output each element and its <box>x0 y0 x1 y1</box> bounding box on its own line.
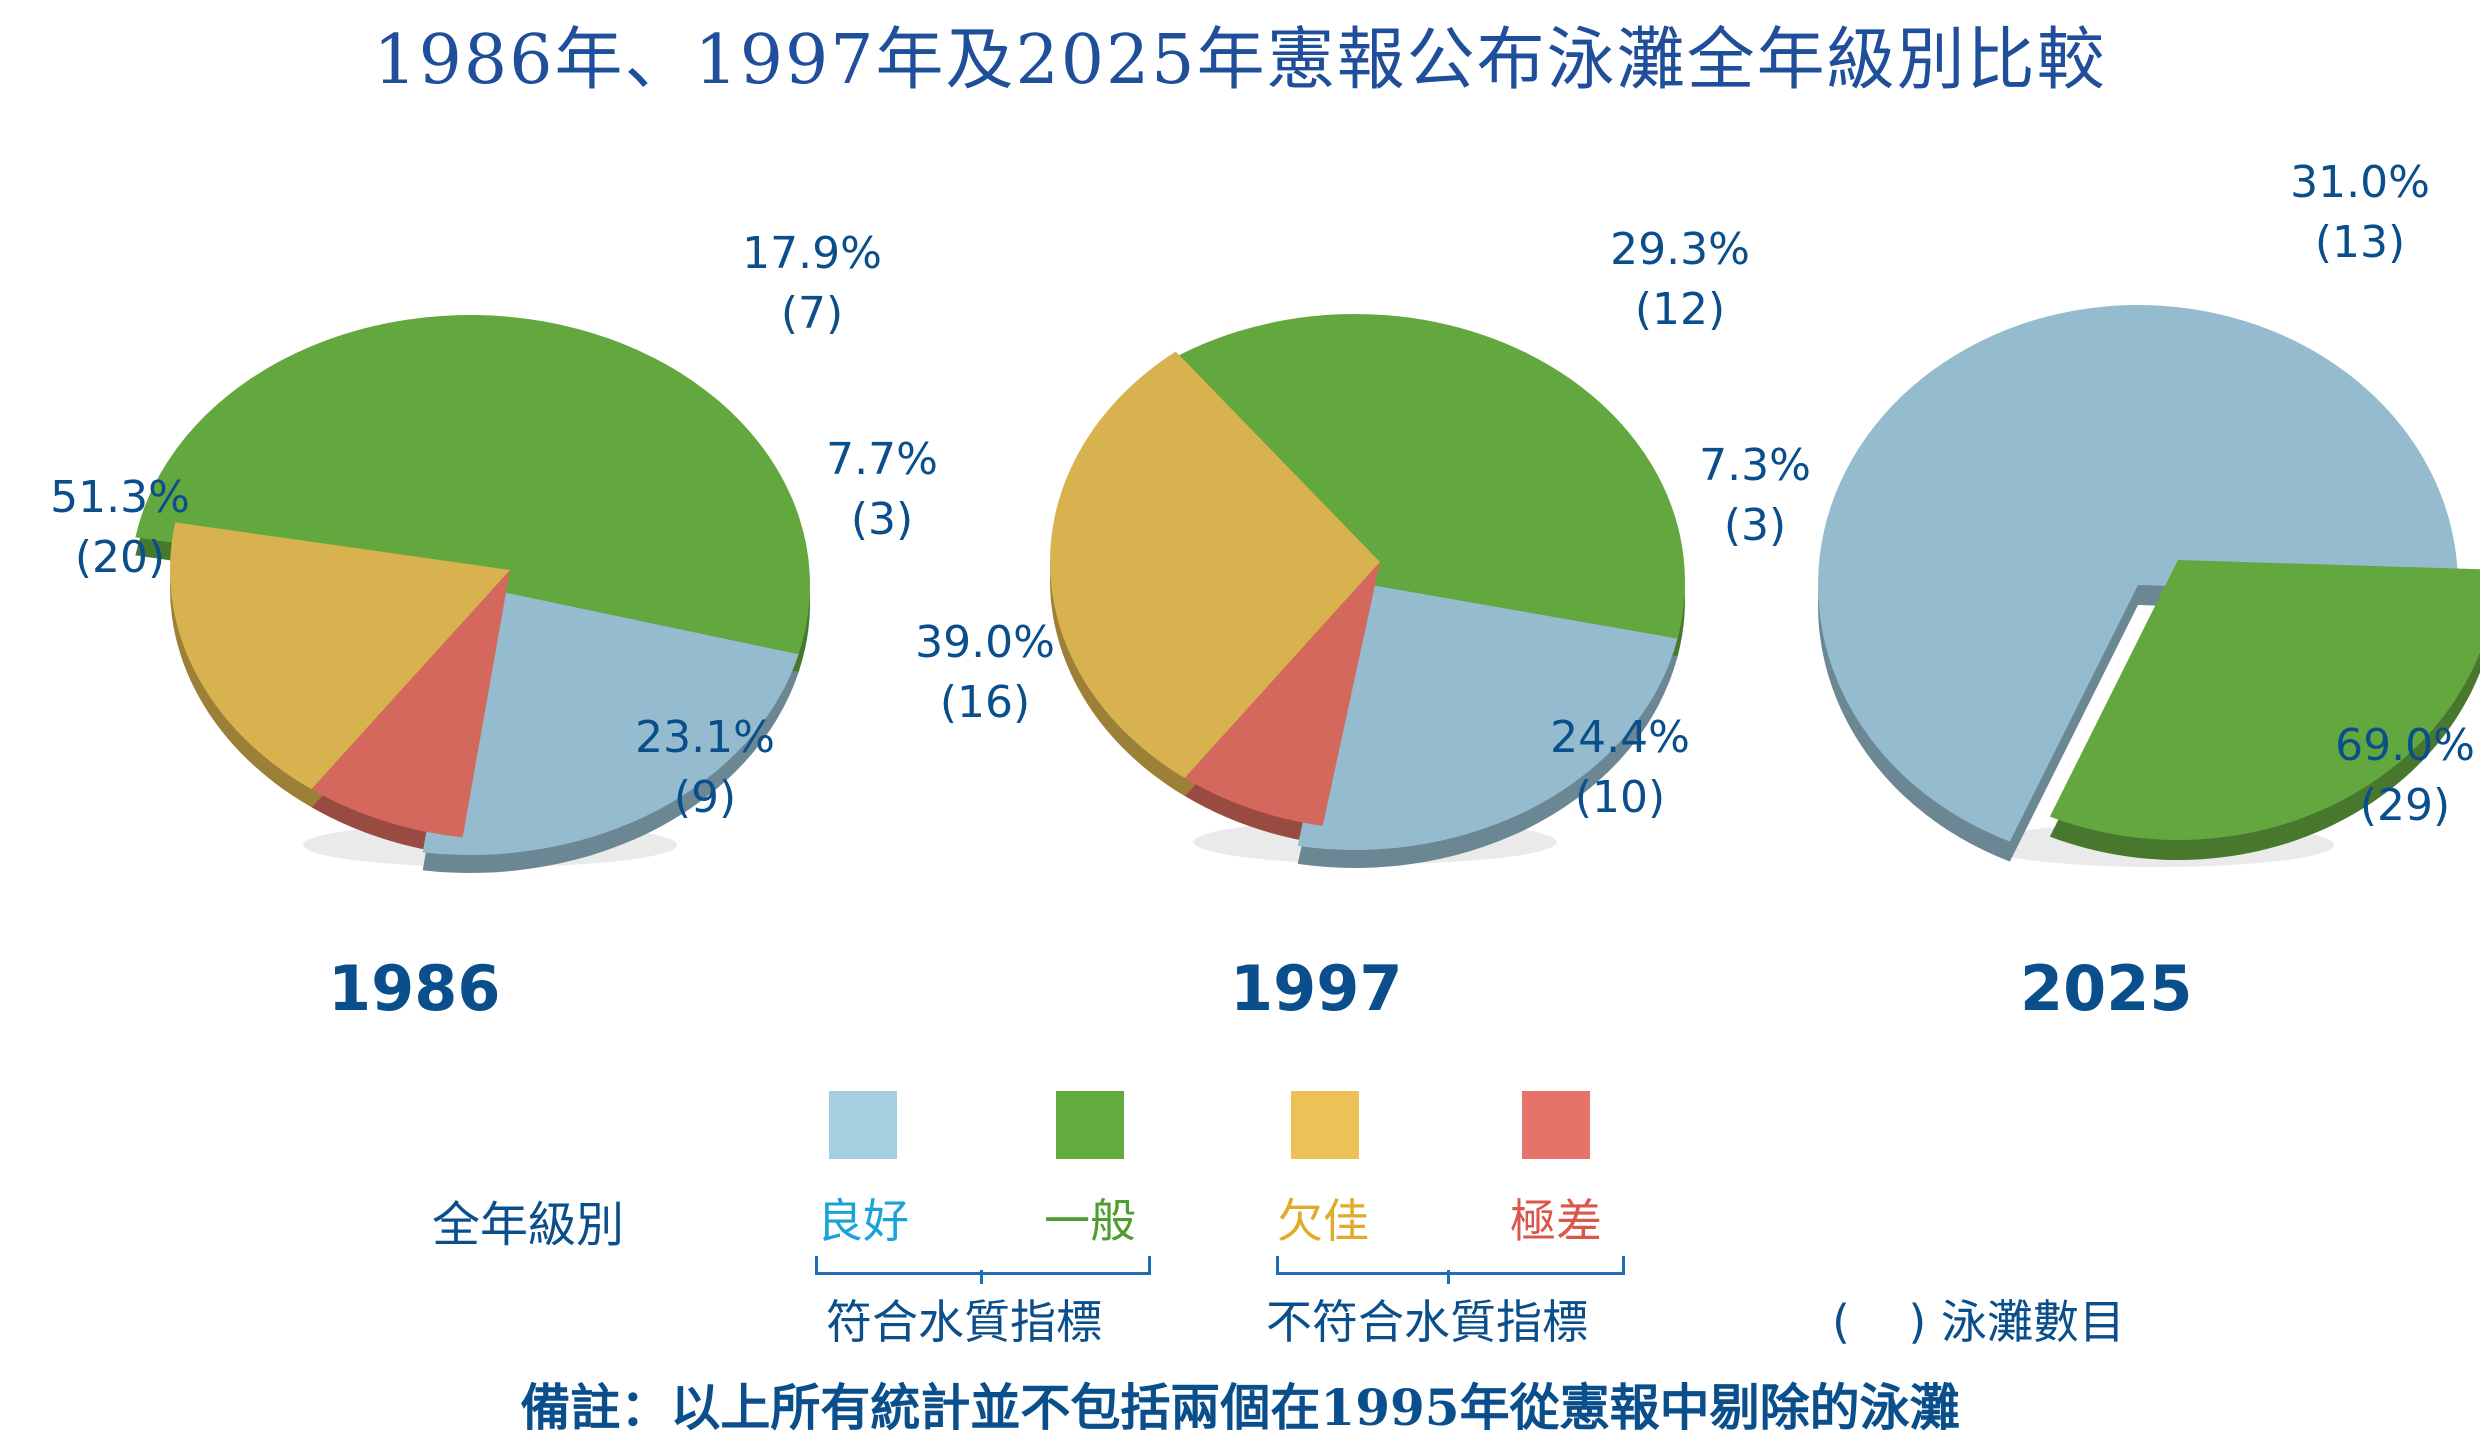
footnote: 備註：以上所有統計並不包括兩個在1995年從憲報中剔除的泳灘 <box>520 1378 1960 1437</box>
data-label-pct-1997-very-poor: 7.3% <box>1699 440 1811 491</box>
legend-label-very-poor: 極差 <box>1510 1194 1602 1248</box>
data-label-count-1986-poor: (7) <box>781 288 843 339</box>
bracket-meets <box>815 1256 1151 1275</box>
data-label-pct-1986-poor: 17.9% <box>742 228 882 279</box>
data-label-count-2025-fair: (13) <box>2315 217 2405 268</box>
data-label-count-1986-very-poor: (3) <box>851 494 913 545</box>
bracket-fails <box>1276 1256 1625 1275</box>
year-label-1997: 1997 <box>1230 952 1403 1025</box>
legend-label-fair: 一般 <box>1044 1194 1136 1248</box>
year-label-1986: 1986 <box>328 952 501 1025</box>
bracket-fails-tick <box>1447 1270 1450 1284</box>
data-label-pct-1986-fair: 51.3% <box>50 472 190 523</box>
slice-1986-very-poor <box>311 570 510 838</box>
chart-title: 1986年、1997年及2025年憲報公布泳灘全年級別比較 <box>373 21 2107 100</box>
slice-2025-good <box>1818 304 2458 842</box>
data-label-pct-1986-good: 23.1% <box>635 712 775 763</box>
data-label-pct-1997-poor: 29.3% <box>1610 224 1750 275</box>
slice-1997-good <box>1297 582 1678 850</box>
slice-1986-good <box>422 585 799 856</box>
legend-title: 全年級別 <box>432 1197 625 1253</box>
year-label-2025: 2025 <box>2020 952 2193 1025</box>
slice-1997-poor <box>1049 351 1380 779</box>
data-label-pct-1997-good: 24.4% <box>1550 712 1690 763</box>
slice-1986-poor <box>170 522 510 790</box>
legend-swatch-fair <box>1056 1091 1124 1159</box>
slice-2025-fair <box>2049 560 2480 840</box>
data-label-count-1997-good: (10) <box>1575 772 1665 823</box>
data-label-pct-1986-very-poor: 7.7% <box>826 434 938 485</box>
data-label-pct-1997-fair: 39.0% <box>915 617 1055 668</box>
legend-swatch-good <box>829 1091 897 1159</box>
data-label-count-1986-fair: (20) <box>75 532 165 583</box>
group-label-meets: 符合水質指標 <box>826 1295 1102 1349</box>
legend-swatch-poor <box>1291 1091 1359 1159</box>
slice-1986-fair <box>135 315 810 655</box>
data-label-pct-2025-fair: 31.0% <box>2290 157 2430 208</box>
data-label-count-2025-good: (29) <box>2360 780 2450 831</box>
bracket-meets-tick <box>980 1270 983 1284</box>
group-label-fails: 不符合水質指標 <box>1266 1295 1588 1349</box>
legend-label-good: 良好 <box>817 1194 909 1248</box>
slice-1997-very-poor <box>1184 562 1380 826</box>
data-label-count-1986-good: (9) <box>674 772 736 823</box>
data-label-pct-2025-good: 69.0% <box>2335 720 2475 771</box>
legend-swatch-very-poor <box>1522 1091 1590 1159</box>
data-label-count-1997-poor: (12) <box>1635 284 1725 335</box>
data-label-count-1997-fair: (16) <box>940 677 1030 728</box>
legend-label-poor: 欠佳 <box>1277 1194 1369 1248</box>
slice-1997-fair <box>1150 314 1685 639</box>
data-label-count-1997-very-poor: (3) <box>1724 500 1786 551</box>
count-note: ( ) 泳灘數目 <box>1832 1295 2126 1349</box>
